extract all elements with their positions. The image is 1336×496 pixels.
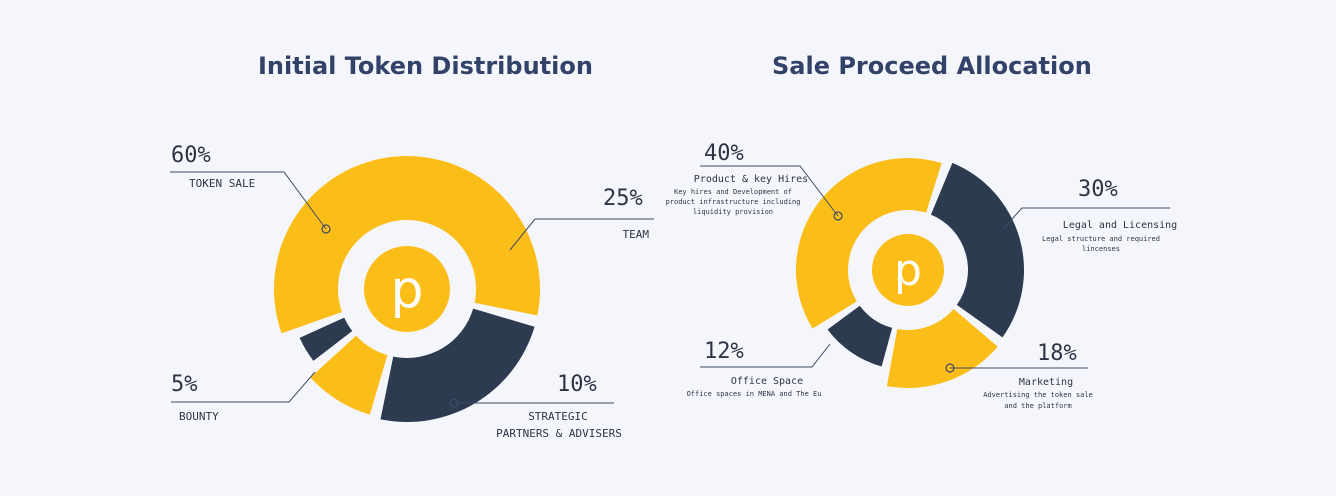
- chart-title-sale-proceed: Sale Proceed Allocation: [772, 52, 1092, 80]
- pct-token-sale: 60%: [171, 143, 211, 168]
- pct-bounty: 5%: [171, 372, 198, 397]
- label-strategic-line1: STRATEGIC: [528, 410, 588, 423]
- desc-product-line1: Key hires and Development of: [674, 188, 792, 196]
- leader-line: [700, 165, 839, 217]
- leader-dot: [833, 211, 843, 221]
- logo-right: p: [872, 234, 944, 306]
- logo-circle: [872, 234, 944, 306]
- slice-bounty: [299, 317, 353, 361]
- pct-team: 25%: [603, 186, 643, 211]
- slice-team: [380, 308, 535, 422]
- slice-token-sale: [274, 155, 540, 334]
- desc-marketing-line1: Advertising the token sale: [983, 391, 1093, 399]
- logo-circle: [364, 246, 450, 332]
- desc-marketing-line2: and the platform: [1004, 402, 1071, 410]
- label-product: Product & key Hires: [694, 174, 808, 185]
- left-annotations: 60% TOKEN SALE 25% TEAM 10% STRATEGIC PA…: [170, 143, 654, 440]
- label-marketing: Marketing: [1019, 377, 1073, 388]
- desc-office-line1: Office spaces in MENA and The Eu: [687, 390, 822, 398]
- desc-legal-line2: lincenses: [1082, 245, 1120, 253]
- leader-dot: [449, 398, 459, 408]
- leader-line: [171, 371, 316, 403]
- leader-line: [1003, 207, 1170, 229]
- logo-left: p: [364, 246, 450, 332]
- logo-letter: p: [390, 260, 423, 320]
- pct-marketing: 18%: [1037, 341, 1077, 366]
- leader-dot: [945, 363, 955, 373]
- slice-product-key-hires: [795, 157, 942, 329]
- desc-legal-line1: Legal structure and required: [1042, 235, 1160, 243]
- right-annotations: 40% Product & key Hires Key hires and De…: [666, 141, 1178, 410]
- slice-office-space: [827, 305, 893, 367]
- label-legal: Legal and Licensing: [1063, 220, 1177, 231]
- desc-product-line3: liquidity provision: [693, 208, 773, 216]
- leader-line: [700, 343, 831, 368]
- leader-line: [170, 171, 327, 230]
- slice-strategic-partners-advisers: [310, 335, 388, 415]
- desc-product-line2: product infrastructure including: [666, 198, 801, 206]
- label-token-sale: TOKEN SALE: [189, 177, 255, 190]
- label-team: TEAM: [623, 228, 650, 241]
- pct-legal: 30%: [1078, 177, 1118, 202]
- pct-product: 40%: [704, 141, 744, 166]
- label-strategic-line2: PARTNERS & ADVISERS: [496, 427, 622, 440]
- leader-line: [509, 218, 654, 251]
- label-bounty: BOUNTY: [179, 410, 219, 423]
- pct-strategic: 10%: [557, 372, 597, 397]
- slice-legal-and-licensing: [930, 162, 1024, 338]
- pct-office: 12%: [704, 339, 744, 364]
- leader-dot: [321, 224, 331, 234]
- label-office: Office Space: [731, 376, 803, 387]
- chart-title-token-distribution: Initial Token Distribution: [258, 52, 593, 80]
- logo-letter: p: [894, 245, 922, 296]
